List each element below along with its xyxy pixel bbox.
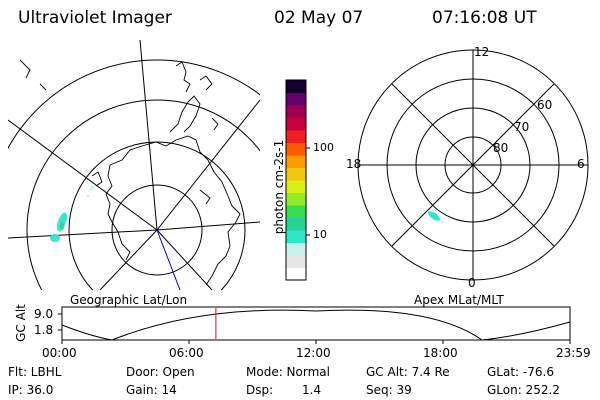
mlat-label-60: 60 (537, 98, 553, 112)
colorbar-segment (286, 230, 306, 243)
observation-date: 02 May 07 (274, 8, 364, 28)
colorbar-segment (286, 217, 306, 231)
colorbar-segment (286, 92, 306, 106)
meridian-line (156, 221, 260, 231)
timeline-ytick: 9.0 (34, 307, 54, 321)
colorbar-segment (286, 142, 306, 156)
gc-altitude: GC Alt: 7.4 Re (366, 365, 450, 379)
aurora-emission (428, 211, 444, 224)
timeline-xtick: 06:00 (169, 346, 204, 360)
latitude-circle (111, 184, 203, 276)
satellite-ground-track (156, 229, 181, 291)
timeline-frame (61, 306, 571, 341)
dsp-value: 1.4 (302, 383, 322, 397)
mlat-label-80: 80 (493, 141, 509, 155)
colorbar-segment (286, 155, 306, 168)
mlt-label-6: 6 (577, 157, 585, 171)
timeline-xtick: 23:59 (556, 346, 591, 360)
colorbar-segment (286, 255, 306, 268)
colorbar-segment (286, 167, 306, 181)
colorbar-segment (286, 242, 306, 256)
geographic-latitude: GLat: -76.6 (487, 365, 554, 379)
coastline (19, 59, 47, 91)
aurora-emission (50, 186, 94, 242)
meridian-line (8, 119, 158, 231)
colorbar-segment (286, 192, 306, 206)
coastline (91, 61, 241, 286)
colorbar-tick-10: 10 (313, 228, 327, 241)
timeline-ytick: 1.8 (34, 323, 54, 337)
meridian-line (156, 99, 260, 231)
colorbar-segment (286, 80, 306, 93)
mode-status: Mode: Normal (246, 365, 330, 379)
mlat-label-70: 70 (514, 120, 530, 134)
timeline-ylabel: GC Alt (14, 304, 28, 342)
colorbar-segment (286, 117, 306, 131)
timeline-xtick: 18:00 (423, 346, 458, 360)
ip-status: IP: 36.0 (8, 383, 54, 397)
sequence-number: Seq: 39 (366, 383, 412, 397)
colorbar-segment (286, 130, 306, 143)
left-panel-caption: Geographic Lat/Lon (70, 293, 188, 307)
altitude-curve (61, 309, 571, 341)
dsp-label: Dsp: (246, 383, 274, 397)
timeline-xtick: 12:00 (296, 346, 331, 360)
timeline-xtick: 00:00 (42, 346, 77, 360)
colorbar-segment (286, 180, 306, 193)
colorbar-segment (286, 267, 306, 281)
colorbar-tick-100: 100 (313, 141, 334, 154)
geographic-longitude: GLon: 252.2 (487, 383, 560, 397)
mlt-label-0: 0 (468, 276, 476, 290)
latitude-circle (8, 59, 260, 150)
meridian-line (99, 229, 158, 290)
gain-status: Gain: 14 (126, 383, 177, 397)
door-status: Door: Open (126, 365, 195, 379)
right-panel-caption: Apex MLat/MLT (414, 293, 504, 307)
meridian-line (139, 40, 158, 231)
colorbar-segment (286, 205, 306, 218)
mlt-label-18: 18 (346, 157, 362, 171)
filter-status: Flt: LBHL (8, 365, 62, 379)
mlt-label-12: 12 (474, 45, 490, 59)
colorbar-segment (286, 105, 306, 118)
meridian-line (156, 229, 213, 290)
observation-time: 07:16:08 UT (432, 8, 537, 28)
latitude-circle (26, 99, 260, 290)
instrument-title: Ultraviolet Imager (18, 8, 172, 28)
meridian-line (8, 229, 158, 239)
